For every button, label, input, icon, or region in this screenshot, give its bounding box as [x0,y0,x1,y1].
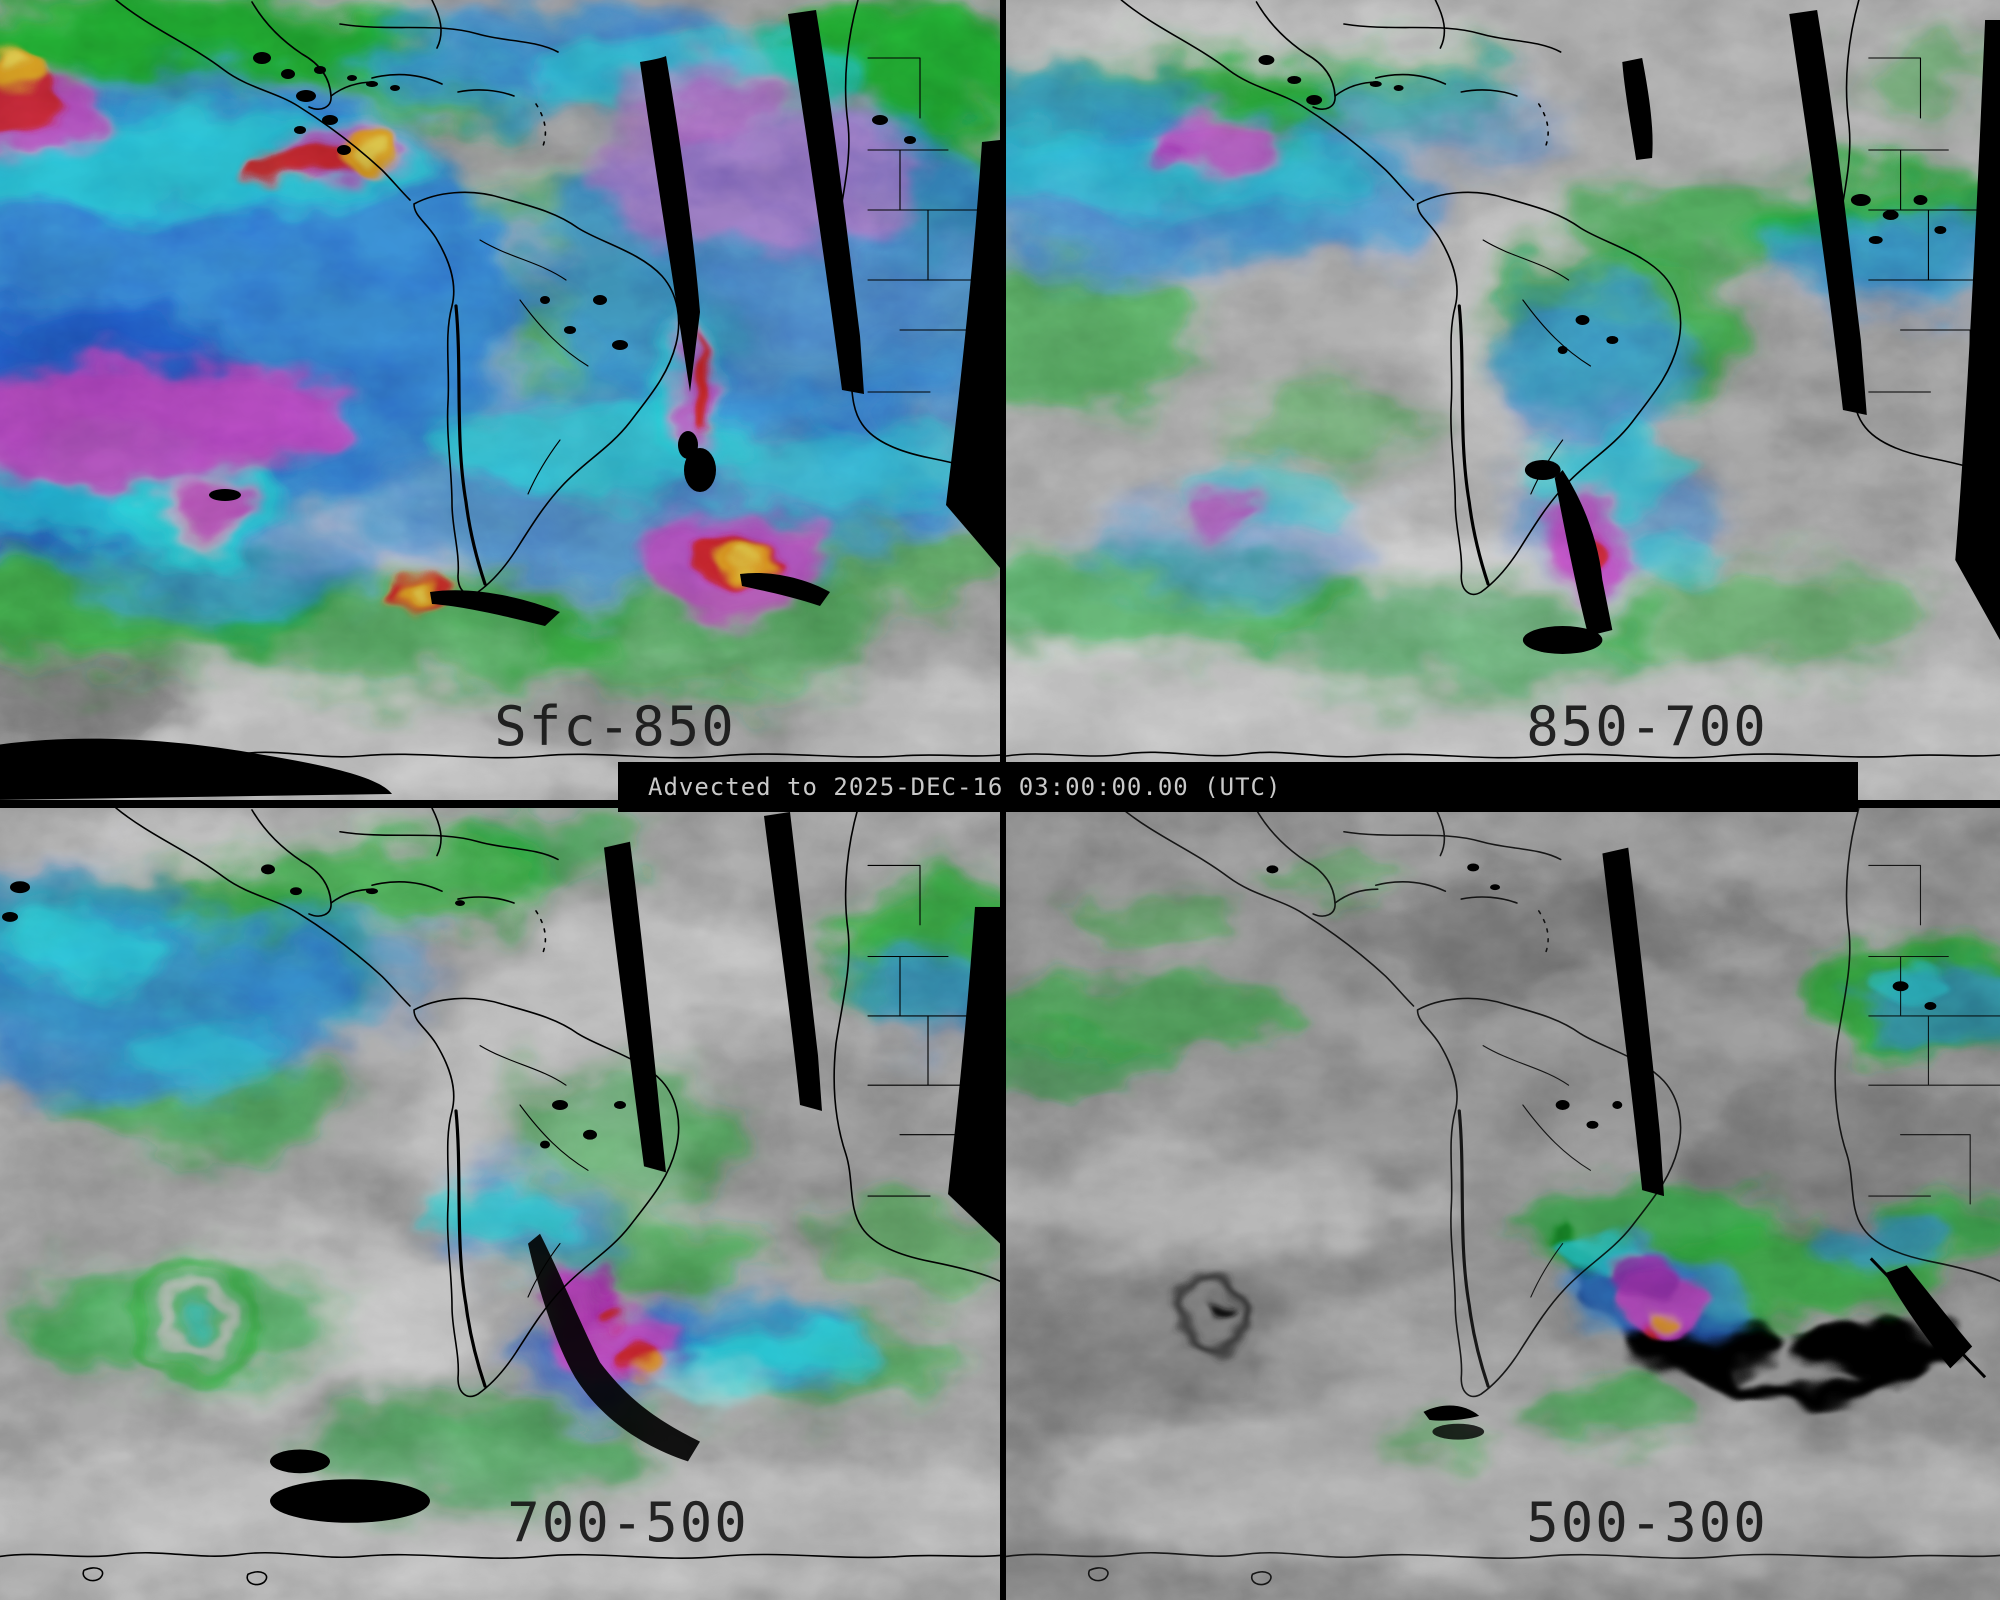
lpw-map-500-300 [1006,808,2000,1600]
panel-700-500 [0,808,1000,1600]
lpw-map-700-500 [0,808,1000,1600]
advection-timestamp-text: Advected to 2025-DEC-16 03:00:00.00 (UTC… [648,773,1282,801]
lpw-map-sfc-850 [0,0,1000,800]
noise-texture-dark [1006,808,2000,1600]
noise-texture-dark [0,808,1000,1600]
panel-850-700 [1006,0,2000,800]
satellite-gap-swaths [0,10,1000,800]
satellite-gap-swaths [1266,847,1987,1440]
lpw-map-850-700 [1006,0,2000,800]
noise-texture-dark [0,0,1000,800]
panel-500-300 [1006,808,2000,1600]
satellite-gap-swaths [1258,10,2000,654]
satellite-gap-swaths [2,811,1000,1523]
advection-timestamp-banner: Advected to 2025-DEC-16 03:00:00.00 (UTC… [618,762,1858,812]
panel-sfc-850 [0,0,1000,800]
